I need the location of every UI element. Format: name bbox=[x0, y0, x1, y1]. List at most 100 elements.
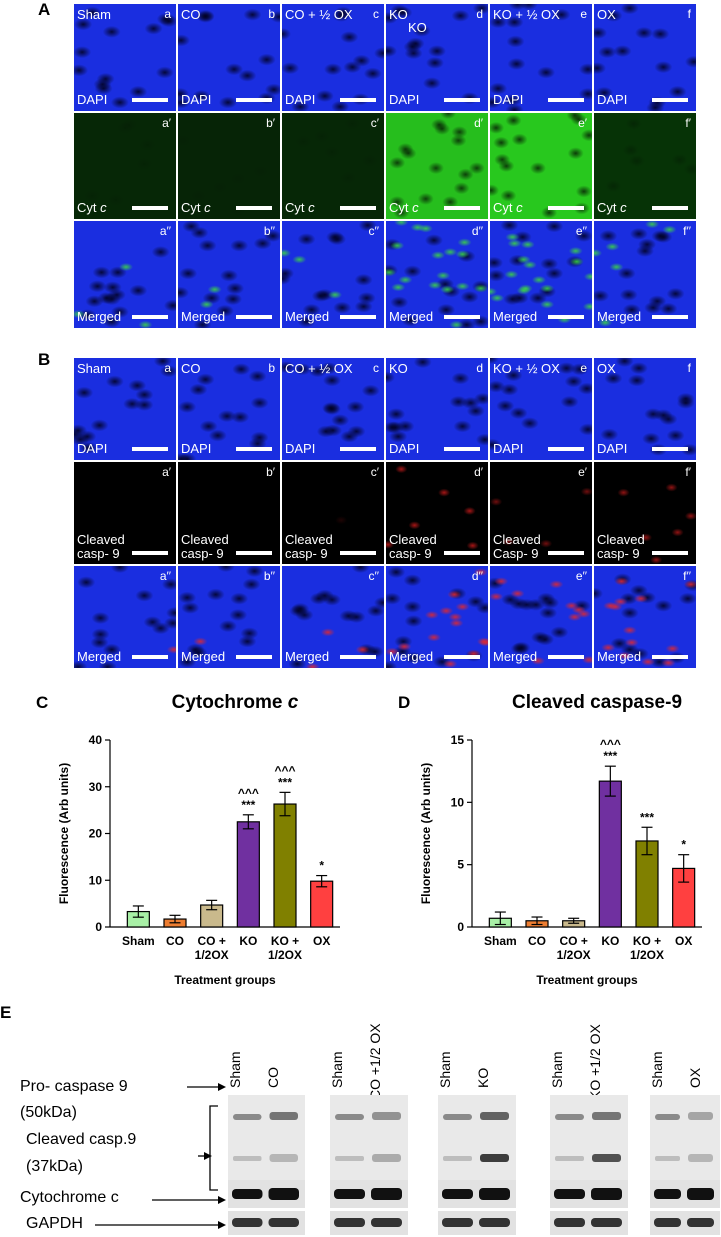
panel-b-tile-letter: b′ bbox=[266, 465, 275, 479]
panel-b-stain-label: DAPI bbox=[77, 441, 108, 456]
panel-a-tile-r3-c6: f′′ Merged bbox=[594, 221, 696, 328]
panel-b-stain-label: Cleaved casp- 9 bbox=[597, 532, 645, 561]
gapdh-band bbox=[442, 1218, 473, 1227]
panel-a-tile-r1-c3: CO + ½ OX c DAPI bbox=[282, 4, 384, 111]
pro-caspase-band bbox=[443, 1114, 472, 1120]
panel-b-tile-letter: d′′ bbox=[471, 569, 483, 583]
gapdh-band bbox=[687, 1218, 714, 1227]
panel-b-tile-r1-c1: Sham a DAPI bbox=[74, 358, 176, 460]
scale-bar bbox=[548, 97, 584, 102]
panel-b-tile-r2-c3: c′ Cleaved casp- 9 bbox=[282, 462, 384, 564]
panel-letter-c: C bbox=[36, 693, 49, 712]
y-tick-label: 15 bbox=[451, 733, 465, 747]
scale-bar bbox=[444, 314, 480, 319]
panel-a-extra-label: KO bbox=[408, 20, 427, 35]
pro-caspase-kda-label: (50kDa) bbox=[20, 1104, 77, 1121]
pro-caspase-band bbox=[688, 1112, 713, 1120]
panel-a-tile-r1-c1: Sham a DAPI bbox=[74, 4, 176, 111]
y-axis-label: Fluorescence (Arb units) bbox=[57, 763, 71, 904]
panel-a-tile-r3-c1: a′′ Merged bbox=[74, 221, 176, 328]
scale-bar bbox=[132, 97, 168, 102]
panel-b-group-label: Sham bbox=[77, 361, 111, 376]
panel-b-group-label: KO bbox=[389, 361, 408, 376]
panel-a-stain-label: Cyt c bbox=[181, 200, 211, 216]
panel-a-stain-label: DAPI bbox=[181, 91, 212, 107]
cleaved-caspase-label: Cleaved casp.9 bbox=[26, 1131, 137, 1148]
gapdh-band bbox=[334, 1218, 365, 1227]
scale-bar bbox=[548, 206, 584, 211]
panel-a-tile-letter: f bbox=[687, 7, 691, 21]
panel-a-tile-letter: b′′ bbox=[263, 224, 275, 239]
scale-bar bbox=[652, 206, 688, 211]
panel-b-micrograph-grid: Sham a DAPI CO b DAPI CO + ½ OX c DAPI KO d DAPI KO … bbox=[74, 358, 696, 668]
gapdh-band bbox=[479, 1218, 510, 1227]
y-tick-label: 0 bbox=[95, 920, 102, 934]
panel-b-tile-letter: e bbox=[580, 361, 587, 375]
scale-bar bbox=[132, 551, 168, 555]
panel-b-stain-label: Cleaved Casp- 9 bbox=[493, 532, 541, 561]
panel-b-tile-r1-c6: OX f DAPI bbox=[594, 358, 696, 460]
scale-bar bbox=[652, 314, 688, 319]
panel-a-stain-label: DAPI bbox=[493, 91, 524, 107]
x-tick-label: OX bbox=[313, 934, 330, 948]
panel-a-stain-label: Cyt c bbox=[77, 200, 107, 216]
panel-a-tile-letter: d′′ bbox=[471, 224, 483, 239]
cleaved-caspase-band bbox=[335, 1156, 364, 1161]
panel-a-stain-label: DAPI bbox=[597, 91, 628, 107]
panel-b-stain-label: Merged bbox=[597, 649, 642, 664]
panel-b-tile-letter: b′′ bbox=[263, 569, 275, 583]
scale-bar bbox=[340, 314, 376, 319]
lane-label: CO +1/2 OX bbox=[367, 1023, 383, 1100]
panel-a-stain-label: Cyt c bbox=[389, 200, 419, 216]
panel-b-group-label: CO + ½ OX bbox=[285, 361, 353, 376]
panel-b-tile-letter: d′ bbox=[474, 465, 483, 479]
scale-bar bbox=[236, 97, 272, 102]
panel-b-tile-r2-c6: f′ Cleaved casp- 9 bbox=[594, 462, 696, 564]
cleaved-bracket bbox=[209, 1105, 218, 1191]
scale-bar bbox=[132, 206, 168, 211]
panel-b-tile-letter: c bbox=[373, 361, 379, 375]
panel-a-tile-r2-c6: f′ Cyt c bbox=[594, 112, 696, 220]
panel-b-tile-letter: a bbox=[164, 361, 171, 375]
chart-title: Cleaved caspase-9 bbox=[512, 692, 682, 713]
panel-b-stain-label: DAPI bbox=[285, 441, 316, 456]
pro-caspase-band bbox=[655, 1114, 680, 1120]
panel-a-tile-r2-c3: c′ Cyt c bbox=[282, 112, 384, 220]
chart-title: Cytochrome c bbox=[172, 692, 299, 713]
panel-b-tile-r2-c2: b′ Cleaved casp- 9 bbox=[178, 462, 280, 564]
panel-a-group-label: KO + ½ OX bbox=[493, 7, 560, 22]
gapdh-band bbox=[554, 1218, 585, 1227]
gapdh-band bbox=[371, 1218, 402, 1227]
x-axis-label: Treatment groups bbox=[174, 973, 276, 987]
panel-b-group-label: CO bbox=[181, 361, 201, 376]
cytochrome-c-chart: Cytochrome c 0 10 20 30 40 Fluorescence (Arb u… bbox=[57, 692, 340, 987]
panel-b-stain-label: DAPI bbox=[389, 441, 420, 456]
y-tick-label: 40 bbox=[89, 733, 103, 747]
cleaved-caspase-band bbox=[443, 1156, 472, 1161]
lane-label: Sham bbox=[649, 1051, 665, 1088]
panel-a-tile-r2-c1: a′ Cyt c bbox=[74, 112, 176, 220]
panel-b-stain-label: DAPI bbox=[597, 441, 628, 456]
bar bbox=[310, 880, 334, 928]
scale-bar bbox=[340, 447, 376, 451]
panel-b-tile-r1-c5: KO + ½ OX e DAPI bbox=[490, 358, 592, 460]
scale-bar bbox=[652, 97, 688, 102]
scale-bar bbox=[444, 206, 480, 211]
lane-label: CO bbox=[265, 1067, 281, 1088]
cytochrome-c-band bbox=[268, 1188, 299, 1200]
panel-a-tile-r1-c6: OX f DAPI bbox=[594, 4, 696, 111]
x-tick-label: CO bbox=[166, 934, 184, 948]
scale-bar bbox=[340, 551, 376, 555]
blot-membrane bbox=[550, 1095, 628, 1195]
y-tick-label: 30 bbox=[89, 780, 103, 794]
cleaved-caspase-band bbox=[555, 1156, 584, 1161]
cleaved-caspase-band bbox=[592, 1154, 621, 1162]
cytochrome-c-band bbox=[687, 1188, 714, 1200]
scale-bar bbox=[652, 551, 688, 555]
y-tick-label: 10 bbox=[451, 795, 465, 809]
panel-b-tile-letter: d bbox=[476, 361, 483, 375]
scale-bar bbox=[132, 314, 168, 319]
lane-label: Sham bbox=[227, 1051, 243, 1088]
cleaved-caspase-kda-label: (37kDa) bbox=[26, 1158, 83, 1175]
panel-a-group-label: CO bbox=[181, 7, 201, 22]
